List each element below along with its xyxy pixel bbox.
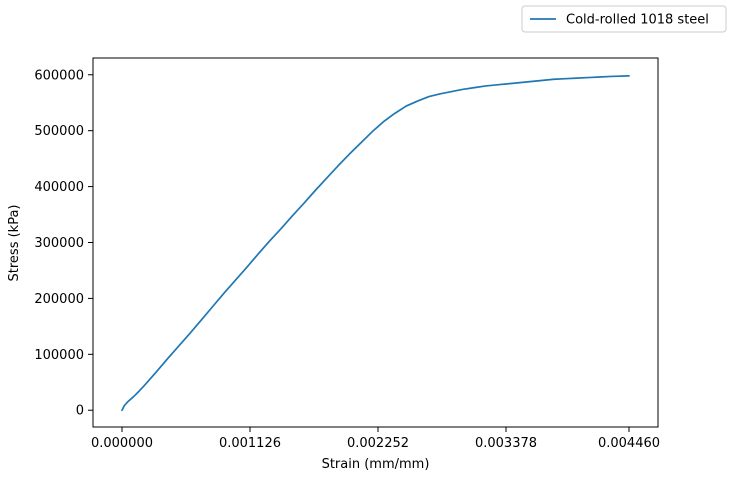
x-tick-label: 0.002252	[347, 436, 409, 451]
series-line	[121, 75, 630, 412]
x-tick-label: 0.004460	[598, 436, 660, 451]
x-tick-label: 0.001126	[219, 436, 281, 451]
x-tick-label: 0.000000	[91, 436, 153, 451]
plot-frame	[92, 57, 659, 428]
x-axis-title: Strain (mm/mm)	[322, 457, 430, 472]
legend-label: Cold-rolled 1018 steel	[566, 13, 709, 28]
x-axis-ticks: 0.000000 0.001126 0.002252 0.003378 0.004460	[91, 427, 660, 451]
y-tick-label: 100000	[34, 348, 84, 363]
y-tick-label: 300000	[34, 236, 84, 251]
y-tick-label: 500000	[34, 124, 84, 139]
legend: Cold-rolled 1018 steel	[521, 5, 727, 33]
y-tick-label: 0	[76, 404, 84, 419]
legend-frame	[521, 5, 727, 33]
series-layer	[121, 75, 630, 412]
y-axis-ticks: 0 100000 200000 300000 400000 500000 600000	[34, 68, 93, 419]
y-axis-title: Stress (kPa)	[7, 205, 22, 282]
y-tick-label: 200000	[34, 292, 84, 307]
plot-area	[92, 57, 659, 428]
x-tick-label: 0.003378	[475, 436, 537, 451]
y-tick-label: 400000	[34, 180, 84, 195]
y-tick-label: 600000	[34, 68, 84, 83]
